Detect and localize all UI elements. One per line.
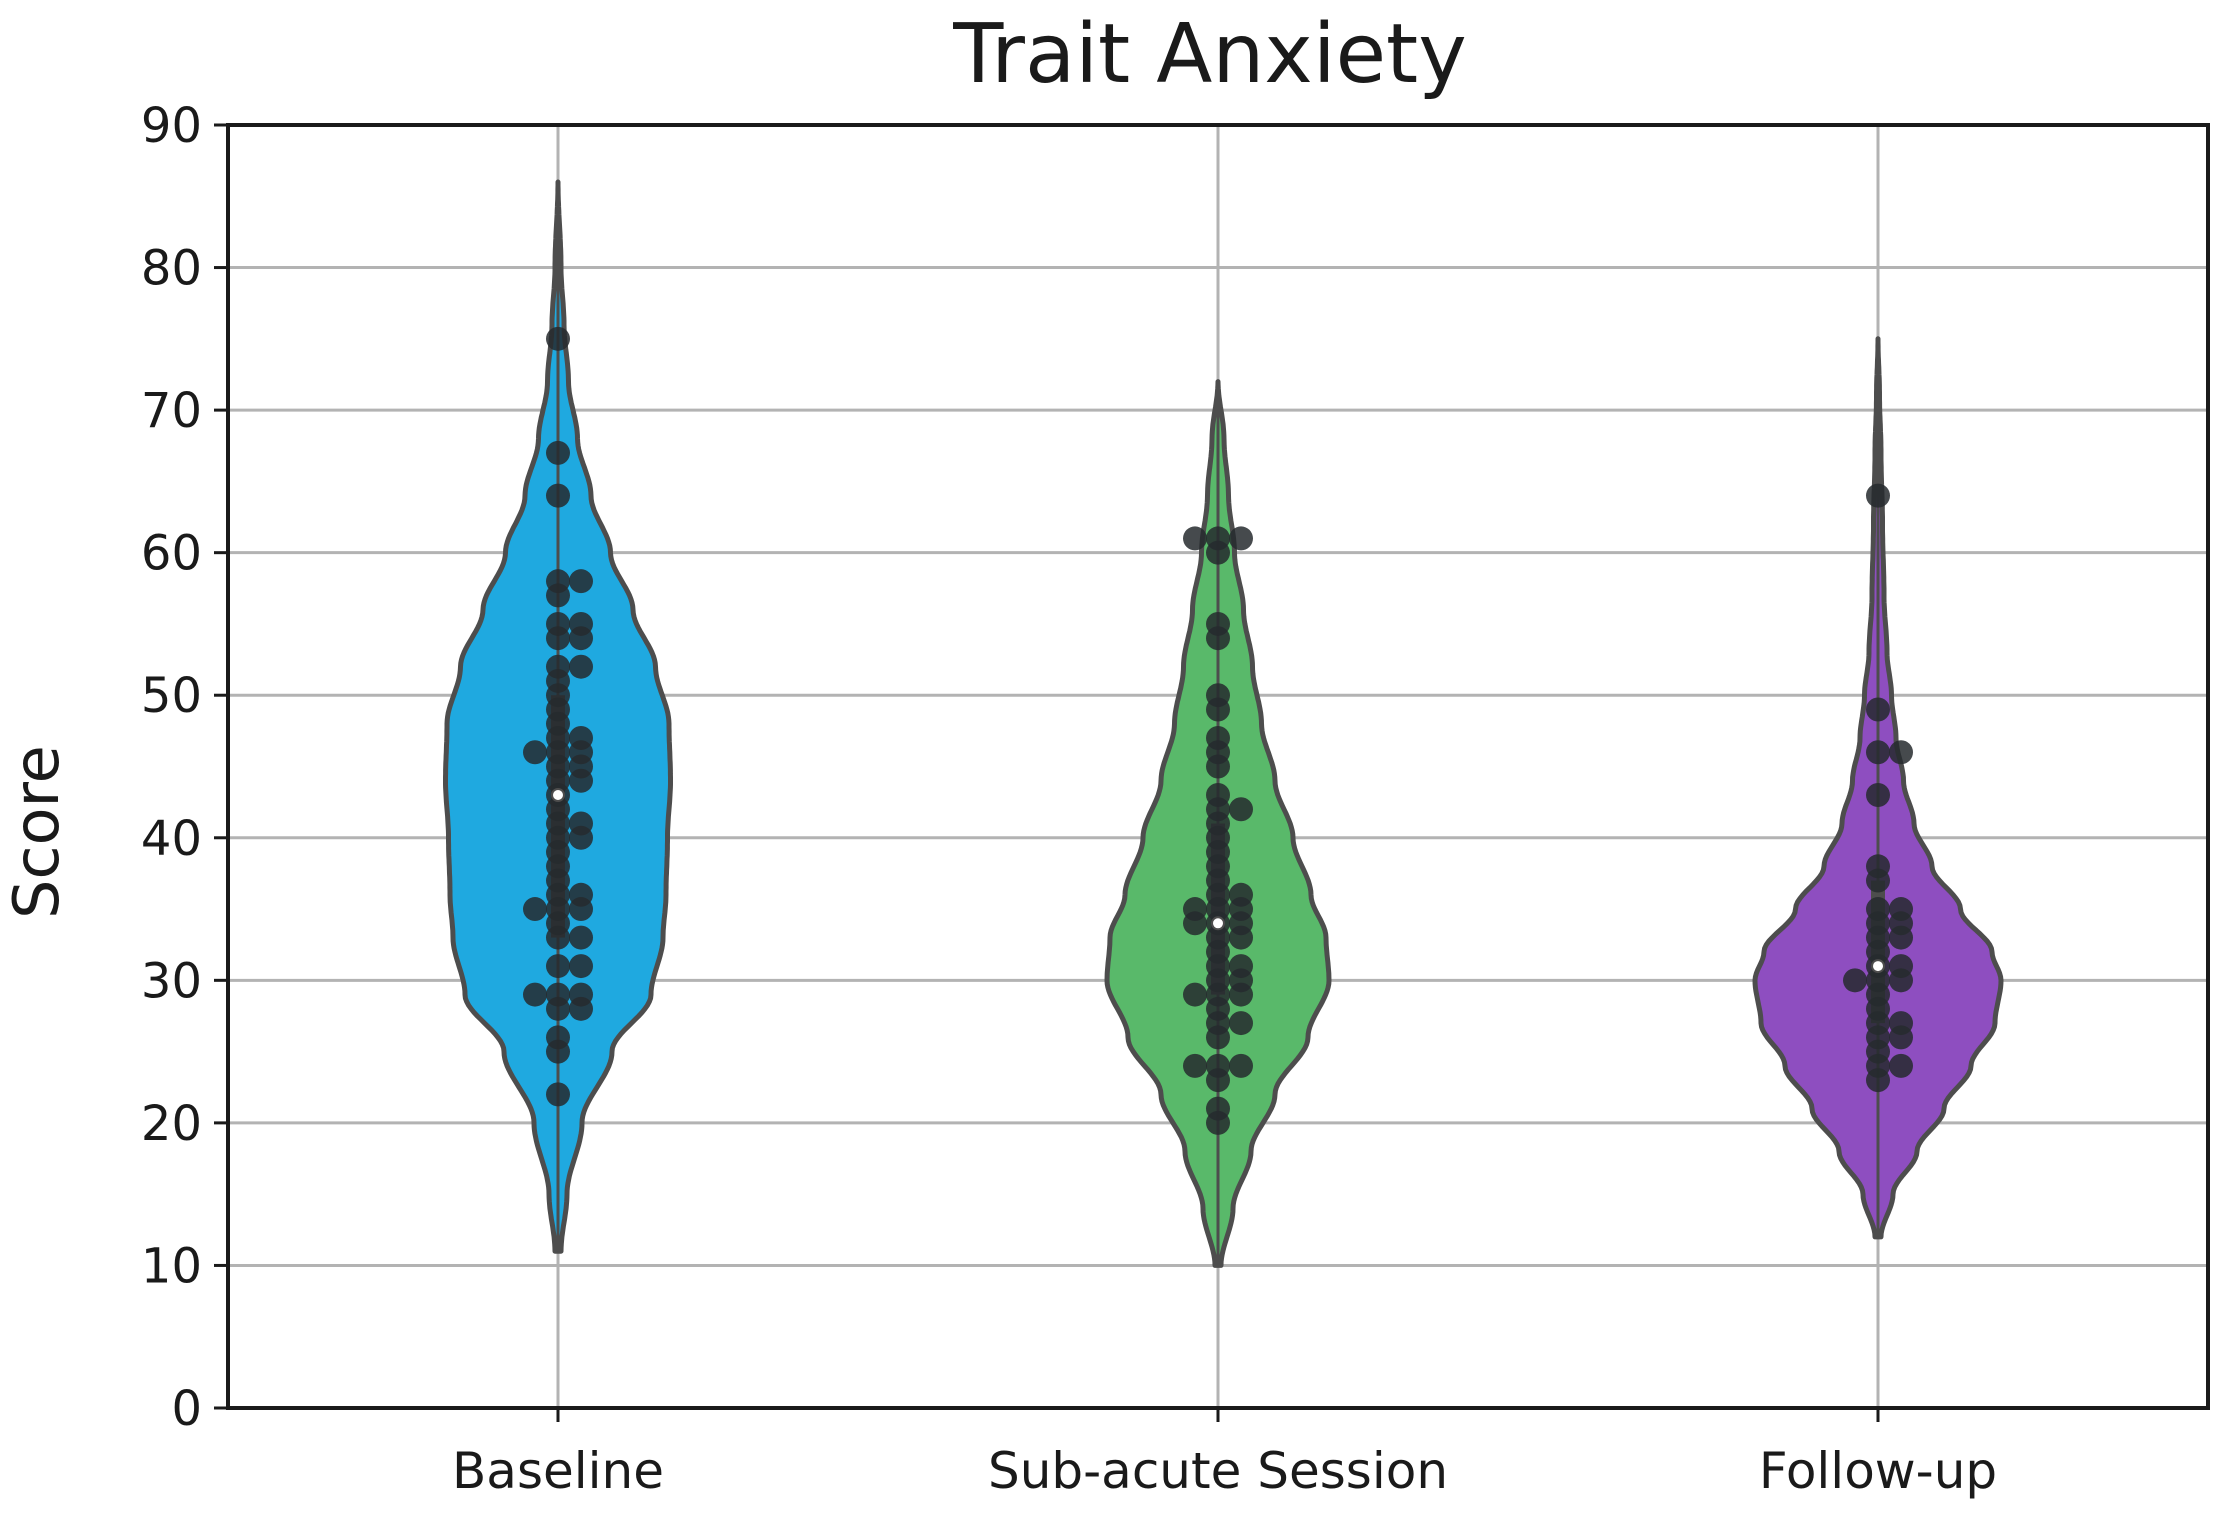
data-point bbox=[1206, 540, 1230, 565]
y-tick-label: 90 bbox=[141, 98, 202, 154]
data-point bbox=[546, 1039, 570, 1064]
data-point bbox=[569, 954, 593, 979]
data-point bbox=[1206, 626, 1230, 651]
x-tick-label: Baseline bbox=[452, 1442, 664, 1500]
x-tick-label: Follow-up bbox=[1759, 1442, 1997, 1500]
data-point bbox=[569, 569, 593, 594]
data-point bbox=[1866, 740, 1890, 765]
y-tick-label: 20 bbox=[141, 1096, 202, 1152]
data-point bbox=[569, 654, 593, 679]
data-point bbox=[546, 954, 570, 979]
data-point bbox=[546, 626, 570, 651]
plot-frame bbox=[226, 123, 2210, 1410]
data-point bbox=[1843, 968, 1867, 993]
data-point bbox=[546, 996, 570, 1021]
y-tick-label: 40 bbox=[141, 811, 202, 867]
data-point bbox=[1889, 1025, 1913, 1050]
data-point bbox=[1866, 868, 1890, 893]
data-point bbox=[569, 897, 593, 922]
data-point bbox=[1229, 1053, 1253, 1078]
data-point bbox=[569, 996, 593, 1021]
data-point bbox=[1866, 783, 1890, 808]
data-point bbox=[546, 440, 570, 465]
y-tick-label: 30 bbox=[141, 953, 202, 1009]
data-point bbox=[1206, 1068, 1230, 1093]
data-point bbox=[1889, 968, 1913, 993]
data-point bbox=[1229, 1011, 1253, 1036]
y-tick-label: 0 bbox=[171, 1381, 202, 1437]
chart-title: Trait Anxiety bbox=[952, 7, 1467, 102]
violin-group bbox=[1104, 379, 1332, 1268]
data-point bbox=[546, 925, 570, 950]
data-point bbox=[1183, 911, 1207, 936]
data-point bbox=[1229, 797, 1253, 822]
x-tick-label: Sub-acute Session bbox=[988, 1442, 1448, 1500]
violin-layer bbox=[443, 179, 2004, 1268]
data-point bbox=[546, 1082, 570, 1107]
y-tick-label: 10 bbox=[141, 1238, 202, 1294]
data-point bbox=[1206, 1110, 1230, 1135]
data-point bbox=[1889, 1053, 1913, 1078]
data-point bbox=[1866, 483, 1890, 508]
data-point bbox=[523, 897, 547, 922]
data-point bbox=[1206, 754, 1230, 779]
data-point bbox=[1889, 740, 1913, 765]
y-tick-label: 60 bbox=[141, 526, 202, 582]
data-point bbox=[1229, 526, 1253, 551]
y-tick-label: 80 bbox=[141, 241, 202, 297]
data-point bbox=[1183, 982, 1207, 1007]
data-point bbox=[569, 768, 593, 793]
data-point bbox=[546, 483, 570, 508]
data-point bbox=[1183, 1053, 1207, 1078]
violin-median bbox=[1211, 916, 1225, 931]
violin-median bbox=[1871, 959, 1885, 974]
data-point bbox=[1229, 925, 1253, 950]
violin-group bbox=[1752, 336, 2004, 1240]
y-tick-label: 70 bbox=[141, 383, 202, 439]
y-axis-label: Score bbox=[0, 745, 73, 919]
data-point bbox=[569, 825, 593, 850]
data-point bbox=[1229, 982, 1253, 1007]
data-point bbox=[1866, 697, 1890, 722]
violin-group bbox=[443, 179, 673, 1254]
violin-median bbox=[551, 788, 565, 803]
axis-layer: 0 10 20 30 40 50 60 70 80 90 Baseline Sub-acute Ses… bbox=[141, 98, 2210, 1500]
data-point bbox=[1206, 1025, 1230, 1050]
data-point bbox=[523, 740, 547, 765]
data-point bbox=[1183, 526, 1207, 551]
data-point bbox=[1889, 925, 1913, 950]
data-point bbox=[546, 326, 570, 351]
data-point bbox=[569, 925, 593, 950]
data-point bbox=[1866, 1068, 1890, 1093]
data-point bbox=[1206, 697, 1230, 722]
data-point bbox=[523, 982, 547, 1007]
data-point bbox=[546, 583, 570, 608]
data-point bbox=[569, 626, 593, 651]
y-tick-label: 50 bbox=[141, 668, 202, 724]
